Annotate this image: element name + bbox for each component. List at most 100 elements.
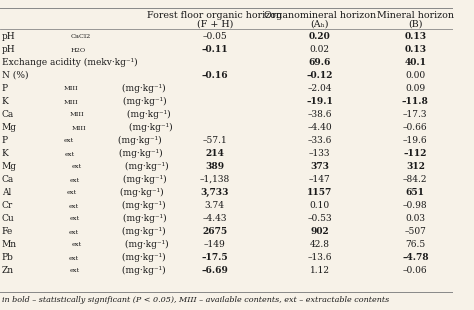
Text: –19.1: –19.1 (306, 97, 333, 106)
Text: Cr: Cr (2, 201, 13, 210)
Text: 0.10: 0.10 (310, 201, 330, 210)
Text: –0.05: –0.05 (202, 32, 227, 41)
Text: 0.13: 0.13 (404, 45, 427, 54)
Text: –112: –112 (403, 149, 427, 158)
Text: (mg·kg⁻¹): (mg·kg⁻¹) (122, 162, 168, 171)
Text: –0.12: –0.12 (307, 71, 333, 80)
Text: –57.1: –57.1 (202, 136, 227, 145)
Text: Exchange acidity (mekv·kg⁻¹): Exchange acidity (mekv·kg⁻¹) (2, 58, 137, 67)
Text: (mg·kg⁻¹): (mg·kg⁻¹) (118, 188, 164, 197)
Text: Mg: Mg (2, 123, 17, 132)
Text: Mn: Mn (2, 240, 17, 249)
Text: 0.03: 0.03 (405, 214, 425, 223)
Text: Ca: Ca (2, 110, 14, 119)
Text: 651: 651 (406, 188, 425, 197)
Text: ext: ext (72, 242, 82, 247)
Text: –0.16: –0.16 (201, 71, 228, 80)
Text: –17.3: –17.3 (403, 110, 428, 119)
Text: ext: ext (72, 165, 82, 170)
Text: pH: pH (2, 45, 16, 54)
Text: (mg·kg⁻¹): (mg·kg⁻¹) (119, 227, 165, 236)
Text: –1,138: –1,138 (200, 175, 230, 184)
Text: Fe: Fe (2, 227, 13, 236)
Text: –0.11: –0.11 (201, 45, 228, 54)
Text: Al: Al (2, 188, 11, 197)
Text: –33.6: –33.6 (308, 136, 332, 145)
Text: K: K (2, 149, 9, 158)
Text: 389: 389 (205, 162, 224, 171)
Text: 373: 373 (310, 162, 329, 171)
Text: –13.6: –13.6 (308, 253, 332, 262)
Text: 0.00: 0.00 (405, 71, 425, 80)
Text: (Aₕ): (Aₕ) (310, 20, 329, 29)
Text: ext: ext (70, 216, 80, 222)
Text: –4.78: –4.78 (402, 253, 428, 262)
Text: –0.06: –0.06 (403, 266, 428, 275)
Text: ext: ext (68, 229, 79, 234)
Text: ext: ext (64, 152, 74, 157)
Text: ext: ext (69, 268, 80, 273)
Text: 0.20: 0.20 (309, 32, 331, 41)
Text: (mg·kg⁻¹): (mg·kg⁻¹) (120, 97, 166, 106)
Text: 3,733: 3,733 (201, 188, 229, 197)
Text: (mg·kg⁻¹): (mg·kg⁻¹) (124, 110, 170, 119)
Text: Cu: Cu (2, 214, 15, 223)
Text: –0.66: –0.66 (403, 123, 428, 132)
Text: –4.40: –4.40 (308, 123, 332, 132)
Text: Pb: Pb (2, 253, 14, 262)
Text: (mg·kg⁻¹): (mg·kg⁻¹) (126, 123, 173, 132)
Text: 0.13: 0.13 (404, 32, 427, 41)
Text: P: P (2, 84, 8, 93)
Text: Zn: Zn (2, 266, 14, 275)
Text: 0.02: 0.02 (310, 45, 330, 54)
Text: –4.43: –4.43 (202, 214, 227, 223)
Text: N (%): N (%) (2, 71, 28, 80)
Text: –133: –133 (309, 149, 330, 158)
Text: MIII: MIII (72, 126, 87, 131)
Text: Mg: Mg (2, 162, 17, 171)
Text: (mg·kg⁻¹): (mg·kg⁻¹) (119, 84, 166, 93)
Text: 1.12: 1.12 (310, 266, 330, 275)
Text: (mg·kg⁻¹): (mg·kg⁻¹) (119, 201, 165, 210)
Text: 312: 312 (406, 162, 425, 171)
Text: (mg·kg⁻¹): (mg·kg⁻¹) (120, 214, 166, 223)
Text: P: P (2, 136, 8, 145)
Text: Ca: Ca (2, 175, 14, 184)
Text: 42.8: 42.8 (310, 240, 330, 249)
Text: pH: pH (2, 32, 16, 41)
Text: (mg·kg⁻¹): (mg·kg⁻¹) (122, 240, 168, 249)
Text: ext: ext (69, 178, 80, 183)
Text: –507: –507 (404, 227, 426, 236)
Text: (B): (B) (408, 20, 422, 29)
Text: H2O: H2O (71, 47, 86, 52)
Text: in bold – statistically significant (P < 0.05), MIII – available contents, ext –: in bold – statistically significant (P <… (2, 296, 389, 304)
Text: 2675: 2675 (202, 227, 228, 236)
Text: 902: 902 (310, 227, 329, 236)
Text: –11.8: –11.8 (402, 97, 429, 106)
Text: Organomineral horizon: Organomineral horizon (264, 11, 376, 20)
Text: –84.2: –84.2 (403, 175, 428, 184)
Text: 40.1: 40.1 (404, 58, 426, 67)
Text: MIII: MIII (64, 100, 79, 104)
Text: –38.6: –38.6 (308, 110, 332, 119)
Text: MIII: MIII (64, 86, 78, 91)
Text: 1157: 1157 (307, 188, 332, 197)
Text: –149: –149 (204, 240, 226, 249)
Text: (mg·kg⁻¹): (mg·kg⁻¹) (115, 136, 162, 145)
Text: –0.53: –0.53 (308, 214, 332, 223)
Text: –6.69: –6.69 (201, 266, 228, 275)
Text: Forest floor organic horizon: Forest floor organic horizon (147, 11, 283, 20)
Text: –147: –147 (309, 175, 331, 184)
Text: (mg·kg⁻¹): (mg·kg⁻¹) (116, 149, 162, 158)
Text: (mg·kg⁻¹): (mg·kg⁻¹) (119, 266, 166, 275)
Text: ext: ext (68, 203, 79, 209)
Text: –0.98: –0.98 (403, 201, 428, 210)
Text: 214: 214 (205, 149, 224, 158)
Text: Mineral horizon: Mineral horizon (377, 11, 454, 20)
Text: 69.6: 69.6 (309, 58, 331, 67)
Text: MIII: MIII (69, 113, 84, 117)
Text: (mg·kg⁻¹): (mg·kg⁻¹) (119, 175, 166, 184)
Text: 0.09: 0.09 (405, 84, 425, 93)
Text: (F + H): (F + H) (197, 20, 233, 29)
Text: ext: ext (64, 139, 73, 144)
